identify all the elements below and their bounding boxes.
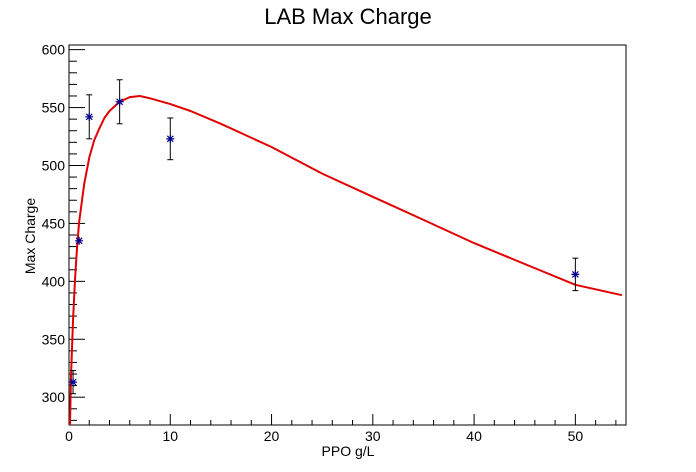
y-tick-label: 450 [42,215,66,231]
data-point [166,134,175,143]
y-tick-label: 500 [42,157,66,173]
x-tick-label: 30 [365,428,381,444]
chart-title: LAB Max Charge [264,4,432,29]
fit-curve [69,95,623,425]
data-point [69,378,78,387]
y-tick-label: 400 [42,273,66,289]
y-tick-label: 600 [42,42,66,58]
x-tick-label: 10 [162,428,178,444]
y-tick-label: 550 [42,100,66,116]
x-axis-title: PPO g/L [322,443,375,459]
y-tick-label: 300 [42,389,66,405]
x-tick-label: 40 [466,428,482,444]
x-tick-label: 20 [264,428,280,444]
x-tick-label: 0 [65,428,73,444]
y-tick-label: 350 [42,331,66,347]
x-tick-label: 50 [568,428,584,444]
y-axis-title: Max Charge [22,198,38,274]
data-point [85,112,94,121]
data-point [571,270,580,279]
data-point [115,97,124,106]
data-point [75,236,84,245]
plot-frame [68,44,627,426]
